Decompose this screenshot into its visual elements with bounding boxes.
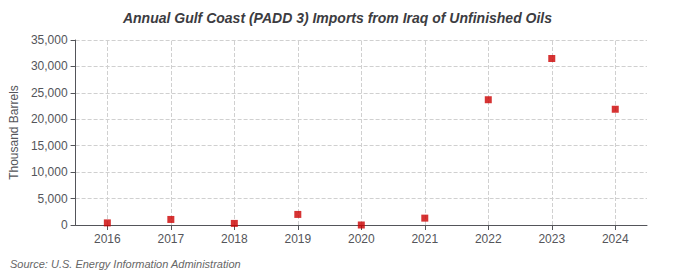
svg-text:Annual Gulf Coast (PADD 3) Imp: Annual Gulf Coast (PADD 3) Imports from …: [122, 10, 552, 26]
svg-text:35,000: 35,000: [31, 33, 68, 47]
svg-text:Thousand Barrels: Thousand Barrels: [7, 85, 21, 180]
svg-text:Source: U.S. Energy Informatio: Source: U.S. Energy Information Administ…: [10, 258, 241, 270]
svg-text:10,000: 10,000: [31, 165, 68, 179]
svg-text:2019: 2019: [284, 232, 311, 246]
svg-text:2023: 2023: [538, 232, 565, 246]
svg-text:15,000: 15,000: [31, 139, 68, 153]
svg-text:0: 0: [61, 218, 68, 232]
svg-text:2024: 2024: [602, 232, 629, 246]
svg-text:2020: 2020: [348, 232, 375, 246]
svg-text:5,000: 5,000: [38, 192, 68, 206]
svg-text:25,000: 25,000: [31, 86, 68, 100]
svg-text:2022: 2022: [475, 232, 502, 246]
svg-text:2016: 2016: [94, 232, 121, 246]
svg-text:30,000: 30,000: [31, 59, 68, 73]
svg-text:2018: 2018: [221, 232, 248, 246]
svg-text:2021: 2021: [411, 232, 438, 246]
svg-text:2017: 2017: [157, 232, 184, 246]
svg-text:20,000: 20,000: [31, 112, 68, 126]
